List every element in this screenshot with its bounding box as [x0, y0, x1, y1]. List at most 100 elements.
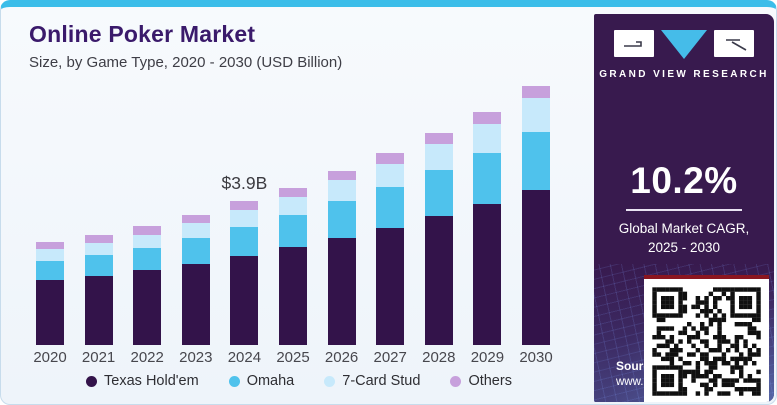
bar-segment-2030 — [522, 86, 550, 99]
x-axis-label: 2029 — [470, 349, 505, 366]
bar-segment-2029 — [473, 111, 502, 124]
x-axis-label: 2025 — [276, 349, 310, 366]
cagr-value: 10.2% — [630, 160, 738, 201]
cagr-label-line1: Global Market CAGR, — [618, 221, 750, 236]
bar-segment-2028 — [424, 133, 453, 145]
bar-2024 — [230, 201, 259, 345]
qr-code[interactable] — [644, 275, 769, 402]
bar-2021 — [84, 234, 113, 345]
qr-top-bar — [644, 275, 769, 279]
logo-wordmark: GRAND VIEW RESEARCH — [599, 69, 769, 80]
bar-segment-2020 — [36, 261, 64, 281]
legend-dot-icon — [324, 375, 336, 387]
bar-segment-2028 — [424, 170, 453, 217]
legend-item: 7-Card Stud — [324, 373, 420, 389]
bar-segment-2025 — [279, 215, 307, 248]
bar-segment-2021 — [84, 276, 113, 345]
legend-dot-icon — [86, 375, 98, 387]
bar-segment-2025 — [279, 247, 307, 345]
bar-2028 — [424, 133, 453, 345]
cagr-label-line2: 2025 - 2030 — [647, 239, 721, 255]
bar-2026 — [327, 171, 356, 345]
bar-segment-2026 — [327, 201, 356, 238]
bar-segment-2024 — [230, 209, 259, 227]
bar-2030 — [522, 86, 550, 345]
bar-segment-2029 — [473, 123, 502, 154]
bar-segment-2021 — [84, 234, 113, 243]
bar-segment-2029 — [473, 153, 502, 205]
bar-segment-2025 — [279, 197, 307, 216]
x-axis-label: 2023 — [179, 349, 213, 366]
x-axis-label: 2021 — [81, 349, 116, 366]
bar-segment-2029 — [473, 204, 502, 345]
page-subtitle: Size, by Game Type, 2020 - 2030 (USD Bil… — [29, 54, 343, 71]
bar-2023 — [181, 215, 210, 345]
bar-segment-2026 — [327, 180, 356, 202]
bar-segment-2023 — [181, 264, 210, 345]
x-axis-label: 2028 — [422, 349, 456, 366]
legend-label: Omaha — [246, 373, 295, 389]
bar-segment-2024 — [230, 226, 259, 257]
bar-segment-2026 — [327, 238, 356, 345]
bar-segment-2027 — [376, 153, 405, 165]
bar-segment-2021 — [84, 242, 113, 255]
logo-g-icon — [614, 30, 654, 57]
legend-dot-icon — [228, 375, 240, 387]
bar-segment-2021 — [84, 254, 113, 276]
title-block: Online Poker Market Size, by Game Type, … — [29, 21, 342, 71]
bar-segment-2025 — [279, 188, 307, 198]
x-axis-label: 2030 — [519, 349, 553, 366]
logo-r-icon — [714, 30, 754, 57]
bar-2020 — [36, 242, 64, 345]
bar-segment-2024 — [230, 256, 259, 345]
chart-legend: Texas Hold'em Omaha 7-Card Stud Others — [1, 373, 597, 389]
bar-segment-2027 — [376, 228, 405, 345]
legend-label: Texas Hold'em — [104, 373, 199, 389]
bar-segment-2024 — [230, 201, 259, 210]
brand-logo: GRAND VIEW RESEARCH — [594, 30, 774, 80]
x-axis-label: 2026 — [324, 349, 359, 366]
x-axis: 2020 2021 2022 2023 2024 2025 2026 2027 2028 2029… — [19, 349, 581, 367]
cagr-block: 10.2% Global Market CAGR, 2025 - 2030 — [594, 160, 774, 258]
logo-glyphs — [594, 30, 774, 60]
bar-segment-2027 — [376, 164, 405, 188]
bar-segment-2030 — [522, 190, 550, 345]
bar-2025 — [279, 188, 307, 345]
bar-2027 — [376, 153, 405, 345]
bar-segment-2023 — [181, 223, 210, 239]
bar-segment-2026 — [327, 171, 356, 181]
stacked-bar-chart: $3.9B — [19, 75, 581, 345]
cagr-label: Global Market CAGR, 2025 - 2030 — [594, 220, 774, 258]
bar-2022 — [133, 226, 162, 345]
legend-item: Others — [450, 373, 512, 389]
bar-segment-2022 — [133, 235, 162, 248]
bar-segment-2023 — [181, 238, 210, 265]
bar-segment-2023 — [181, 215, 210, 224]
bar-segment-2020 — [36, 249, 64, 262]
bar-segment-2030 — [522, 132, 550, 191]
bar-segment-2022 — [133, 270, 162, 345]
legend-item: Omaha — [228, 373, 295, 389]
bar-segment-2020 — [36, 280, 64, 345]
value-annotation: $3.9B — [221, 173, 268, 194]
bar-segment-2028 — [424, 144, 453, 171]
legend-item: Texas Hold'em — [86, 373, 199, 389]
bar-segment-2022 — [133, 226, 162, 236]
x-axis-label: 2020 — [33, 349, 67, 366]
x-axis-label: 2027 — [373, 349, 407, 366]
side-panel: GRAND VIEW RESEARCH 10.2% Global Market … — [594, 14, 774, 402]
x-axis-label: 2024 — [227, 349, 262, 366]
bar-segment-2030 — [522, 98, 550, 133]
bar-2029 — [473, 111, 502, 345]
page-title: Online Poker Market — [29, 21, 256, 47]
x-axis-label: 2022 — [130, 349, 164, 366]
bar-segment-2022 — [133, 247, 162, 271]
legend-label: 7-Card Stud — [342, 373, 421, 389]
legend-label: Others — [468, 373, 512, 389]
bar-segment-2020 — [36, 242, 64, 250]
legend-dot-icon — [450, 375, 462, 387]
bar-segment-2028 — [424, 216, 453, 345]
bar-segment-2027 — [376, 187, 405, 229]
